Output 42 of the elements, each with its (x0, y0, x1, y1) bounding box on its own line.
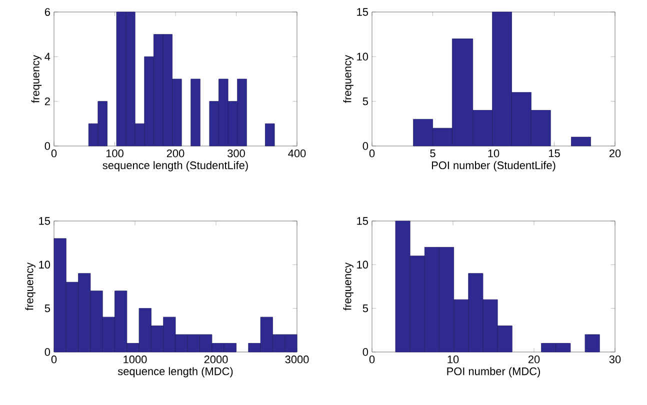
y-tick-label: 10 (357, 52, 368, 61)
y-tick-label: 0 (362, 142, 368, 150)
y-axis-title: frequency (25, 262, 36, 310)
x-tick-label: 0 (369, 356, 375, 364)
x-tick-label: 0 (51, 356, 57, 364)
x-tick-label: 20 (528, 356, 540, 364)
x-tick-label: 100 (106, 150, 124, 158)
y-tick-label: 6 (44, 8, 50, 16)
x-axis-title: sequence length (MDC) (118, 367, 233, 378)
x-tick-label: 400 (288, 150, 306, 158)
x-axis-title: POI number (StudentLife) (432, 161, 556, 172)
y-tick-label: 0 (362, 348, 368, 356)
x-tick-label: 1000 (124, 356, 147, 364)
x-tick-label: 2000 (204, 356, 228, 364)
y-axis-title: frequency (343, 54, 354, 103)
x-tick-label: 0 (51, 150, 57, 158)
y-tick-label: 15 (39, 217, 50, 225)
x-axis-title: sequence length (StudentLife) (102, 161, 248, 172)
y-tick-label: 5 (362, 304, 368, 312)
y-tick-label: 15 (357, 8, 368, 16)
y-tick-label: 10 (357, 260, 368, 269)
x-tick-label: 300 (228, 150, 245, 158)
y-axis-title: frequency (343, 262, 354, 310)
y-tick-label: 4 (44, 52, 50, 60)
x-tick-label: 200 (166, 150, 184, 158)
y-tick-label: 15 (357, 217, 368, 225)
y-axis-title: frequency (31, 54, 42, 103)
x-tick-label: 20 (609, 150, 621, 158)
x-tick-label: 0 (369, 150, 375, 158)
x-tick-label: 10 (488, 150, 500, 158)
y-tick-label: 10 (39, 260, 50, 269)
x-tick-label: 3000 (285, 356, 309, 364)
x-tick-label: 15 (548, 150, 560, 158)
y-tick-label: 5 (362, 98, 368, 106)
y-tick-label: 2 (44, 98, 50, 106)
x-axis-title: POI number (MDC) (447, 367, 540, 378)
x-tick-label: 5 (430, 150, 436, 158)
y-tick-label: 5 (44, 304, 50, 312)
y-tick-label: 0 (44, 142, 50, 150)
x-tick-label: 30 (609, 356, 621, 364)
y-tick-label: 0 (44, 348, 50, 356)
x-tick-label: 10 (448, 356, 459, 364)
